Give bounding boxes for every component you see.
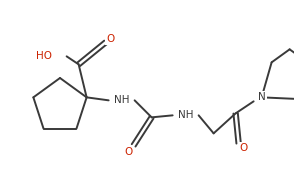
Text: NH: NH	[114, 95, 129, 105]
Text: O: O	[106, 34, 115, 44]
Text: N: N	[258, 92, 265, 102]
Text: O: O	[124, 147, 133, 157]
Text: HO: HO	[36, 51, 52, 61]
Text: NH: NH	[178, 110, 193, 120]
Text: N: N	[258, 92, 265, 102]
Text: O: O	[240, 143, 248, 153]
